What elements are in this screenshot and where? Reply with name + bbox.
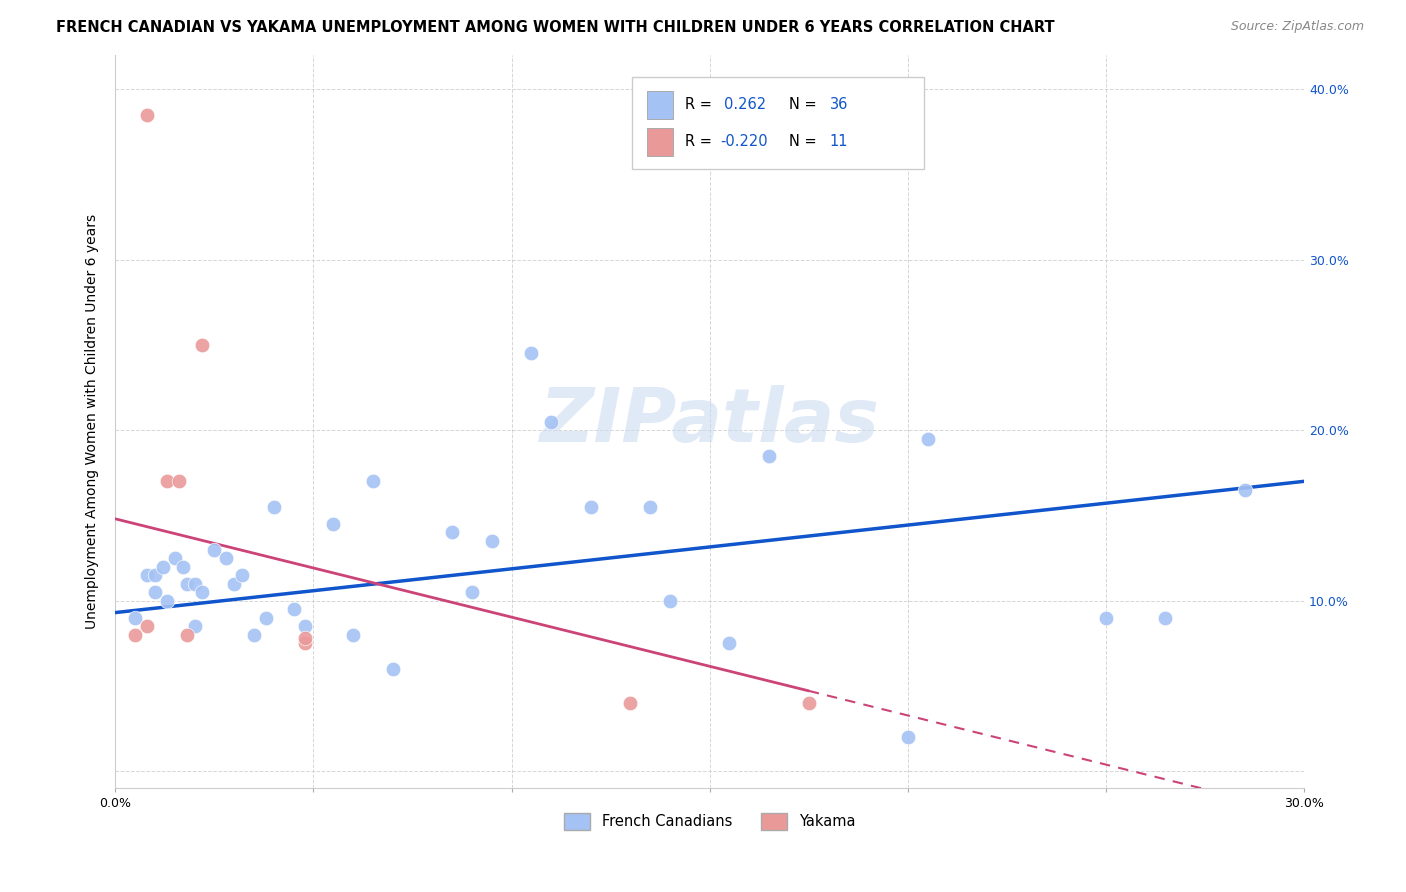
Point	[202, 542, 225, 557]
Text: R =: R =	[685, 134, 716, 149]
Text: 11: 11	[830, 134, 848, 149]
Point	[1095, 610, 1118, 624]
Point	[263, 500, 285, 514]
Point	[294, 619, 316, 633]
Text: 0.262: 0.262	[724, 97, 766, 112]
Point	[191, 585, 214, 599]
Point	[143, 585, 166, 599]
Bar	[647, 128, 673, 155]
Text: -0.220: -0.220	[720, 134, 768, 149]
Point	[215, 551, 238, 566]
Point	[294, 631, 316, 645]
Point	[1154, 610, 1177, 624]
Point	[1233, 483, 1256, 497]
Legend: French Canadians, Yakama: French Canadians, Yakama	[558, 807, 862, 836]
Point	[183, 619, 205, 633]
Point	[441, 525, 464, 540]
Point	[254, 610, 277, 624]
Text: Source: ZipAtlas.com: Source: ZipAtlas.com	[1230, 20, 1364, 33]
Point	[224, 576, 246, 591]
Point	[294, 636, 316, 650]
Point	[167, 475, 190, 489]
Point	[797, 696, 820, 710]
Text: 36: 36	[830, 97, 848, 112]
Point	[136, 619, 159, 633]
Point	[520, 346, 543, 360]
Point	[342, 628, 364, 642]
Point	[619, 696, 641, 710]
Point	[758, 449, 780, 463]
Point	[718, 636, 741, 650]
Point	[176, 576, 198, 591]
Point	[322, 516, 344, 531]
Point	[124, 610, 146, 624]
Point	[191, 338, 214, 352]
FancyBboxPatch shape	[633, 77, 924, 169]
Point	[172, 559, 194, 574]
Y-axis label: Unemployment Among Women with Children Under 6 years: Unemployment Among Women with Children U…	[86, 214, 100, 629]
Point	[917, 432, 939, 446]
Point	[136, 568, 159, 582]
Point	[481, 533, 503, 548]
Point	[156, 593, 179, 607]
Text: FRENCH CANADIAN VS YAKAMA UNEMPLOYMENT AMONG WOMEN WITH CHILDREN UNDER 6 YEARS C: FRENCH CANADIAN VS YAKAMA UNEMPLOYMENT A…	[56, 20, 1054, 35]
Point	[156, 475, 179, 489]
Point	[183, 576, 205, 591]
Point	[231, 568, 253, 582]
Point	[152, 559, 174, 574]
Text: R =: R =	[685, 97, 716, 112]
Point	[579, 500, 602, 514]
Point	[540, 415, 562, 429]
Bar	[647, 91, 673, 119]
Point	[361, 475, 384, 489]
Point	[283, 602, 305, 616]
Point	[163, 551, 186, 566]
Text: N =: N =	[789, 97, 821, 112]
Point	[897, 730, 920, 744]
Point	[659, 593, 682, 607]
Point	[124, 628, 146, 642]
Point	[381, 662, 404, 676]
Point	[176, 628, 198, 642]
Point	[461, 585, 484, 599]
Point	[143, 568, 166, 582]
Point	[638, 500, 661, 514]
Point	[243, 628, 266, 642]
Text: ZIPatlas: ZIPatlas	[540, 385, 880, 458]
Point	[136, 108, 159, 122]
Text: N =: N =	[789, 134, 821, 149]
